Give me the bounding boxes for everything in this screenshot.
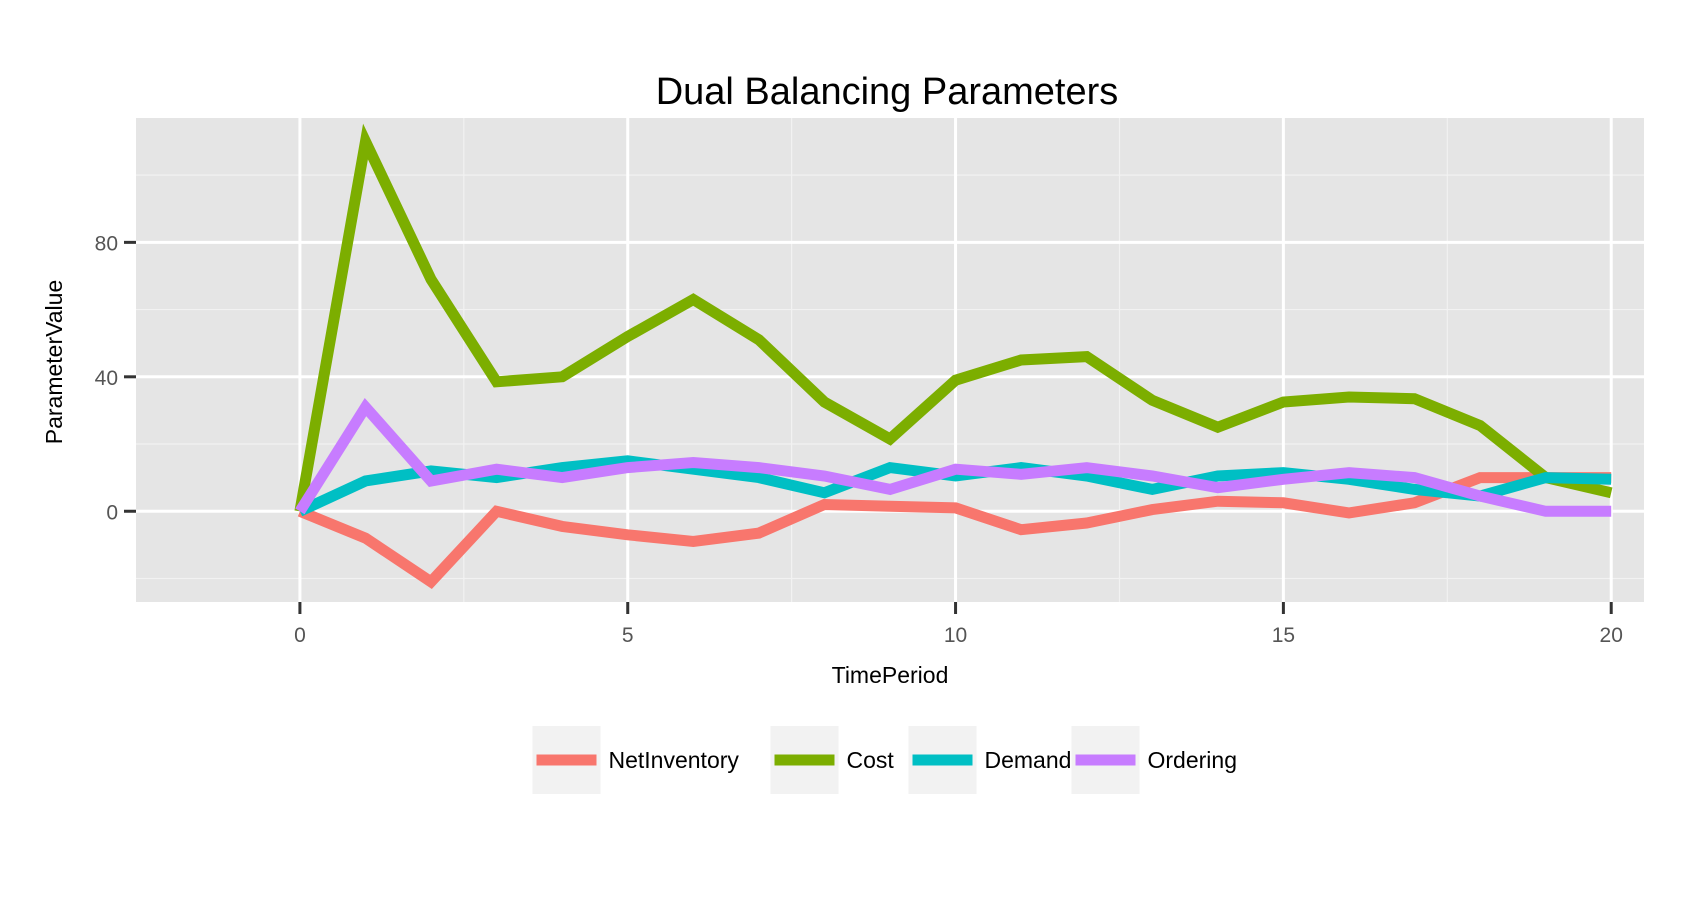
series-line-cost <box>294 123 1613 513</box>
x-tick-label: 10 <box>944 624 967 647</box>
x-axis: 0 5 10 15 20 <box>294 602 1623 647</box>
y-axis-title: ParameterValue <box>41 280 67 445</box>
y-axis: 0 40 80 <box>95 232 136 524</box>
series-lines <box>294 123 1613 589</box>
y-tick-label: 80 <box>95 232 118 255</box>
legend-item-demand: Demand <box>908 726 1072 794</box>
x-axis-title: TimePeriod <box>832 662 949 688</box>
x-tick-label: 5 <box>622 624 634 647</box>
legend-item-netinventory: NetInventory <box>532 726 740 794</box>
chart-title: Dual Balancing Parameters <box>656 71 1119 113</box>
y-tick-label: 0 <box>106 501 118 524</box>
x-tick-label: 15 <box>1272 624 1295 647</box>
legend-label: Cost <box>847 747 895 773</box>
legend-label: Ordering <box>1148 747 1237 773</box>
legend-label: Demand <box>985 747 1072 773</box>
x-tick-label: 20 <box>1600 624 1623 647</box>
legend: NetInventory Cost Demand Ordering <box>532 726 1237 794</box>
legend-item-cost: Cost <box>770 726 895 794</box>
series-line-ordering <box>295 397 1612 517</box>
y-tick-label: 40 <box>95 367 118 390</box>
legend-label: NetInventory <box>609 747 740 773</box>
legend-item-ordering: Ordering <box>1071 726 1237 794</box>
x-tick-label: 0 <box>294 624 306 647</box>
series-line-netinventory <box>297 472 1612 589</box>
